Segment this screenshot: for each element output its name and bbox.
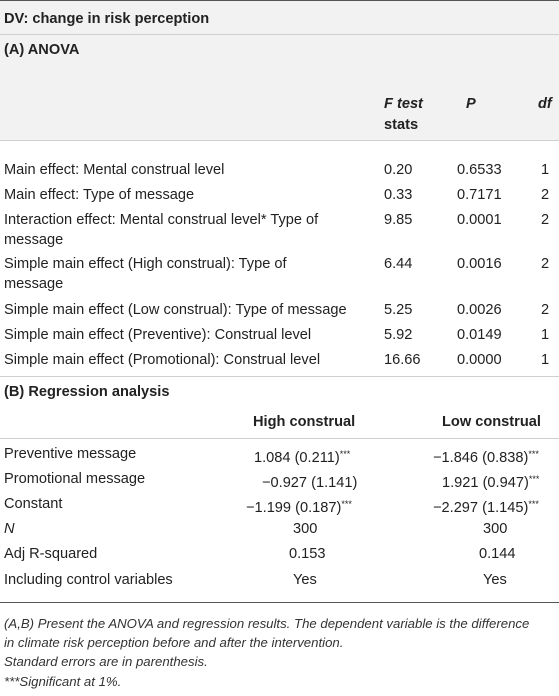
p-value: 0.7171 <box>457 187 502 203</box>
row-label: Main effect: Type of message <box>4 187 195 203</box>
low-value: 300 <box>483 521 508 537</box>
row-label: Interaction effect: Mental construal lev… <box>4 212 319 228</box>
df-value: 1 <box>541 162 550 178</box>
high-value: 300 <box>293 521 318 537</box>
sig-marker: *** <box>528 474 540 484</box>
low-value: −1.846 (0.838)*** <box>433 444 539 468</box>
df-value: 1 <box>541 327 550 343</box>
row-label: Preventive message <box>4 446 137 462</box>
low-coef: 1.921 (0.947) <box>442 475 529 491</box>
row-label-cont: message <box>4 232 64 248</box>
col-header-f-line1: F test <box>384 96 423 112</box>
low-value: Yes <box>483 572 507 588</box>
f-value: 0.20 <box>384 162 413 178</box>
high-coef: −0.927 (1.141) <box>262 475 358 491</box>
df-value: 2 <box>541 187 550 203</box>
row-label-cont: message <box>4 276 64 292</box>
df-value: 2 <box>541 256 550 272</box>
high-value: 0.153 <box>289 546 326 562</box>
row-label: Constant <box>4 496 63 512</box>
footnote-line: (A,B) Present the ANOVA and regression r… <box>4 616 530 631</box>
row-label: N <box>4 521 15 537</box>
col-header-f-line2: stats <box>384 117 419 133</box>
footnote-line: ***Significant at 1%. <box>4 674 122 689</box>
p-value: 0.0026 <box>457 302 502 318</box>
p-value: 0.0149 <box>457 327 502 343</box>
df-value: 2 <box>541 212 550 228</box>
high-coef: 1.084 (0.211) <box>254 450 340 466</box>
col-header-high: High construal <box>253 414 356 430</box>
bottom-rule <box>0 602 559 603</box>
footnote-line: in climate risk perception before and af… <box>4 635 344 650</box>
row-label: Simple main effect (Preventive): Constru… <box>4 327 312 343</box>
row-label: Main effect: Mental construal level <box>4 162 225 178</box>
row-label: Simple main effect (Promotional): Constr… <box>4 352 321 368</box>
col-header-p: P <box>466 96 476 112</box>
high-value: −1.199 (0.187)*** <box>246 494 352 518</box>
divider <box>0 438 559 439</box>
table-title: DV: change in risk perception <box>4 11 210 27</box>
f-value: 9.85 <box>384 212 413 228</box>
high-coef: −1.199 (0.187) <box>246 500 342 516</box>
row-label: Including control variables <box>4 572 173 588</box>
f-value: 16.66 <box>384 352 421 368</box>
divider <box>0 376 559 377</box>
sig-marker: *** <box>528 449 539 459</box>
anova-heading: (A) ANOVA <box>4 42 80 58</box>
col-header-low: Low construal <box>442 414 541 430</box>
low-value: 0.144 <box>479 546 516 562</box>
low-value: −2.297 (1.145)*** <box>433 494 539 518</box>
low-coef: −2.297 (1.145) <box>433 500 529 516</box>
row-label: Simple main effect (Low construal): Type… <box>4 302 347 318</box>
col-header-f: F test <box>384 94 423 114</box>
low-coef: −1.846 (0.838) <box>433 450 529 466</box>
divider <box>0 140 559 141</box>
row-label: Promotional message <box>4 471 146 487</box>
sig-marker: *** <box>528 499 539 509</box>
p-value: 0.0016 <box>457 256 502 272</box>
f-value: 5.25 <box>384 302 413 318</box>
anova-header-band <box>0 0 559 140</box>
footnote-line: Standard errors are in parenthesis. <box>4 654 208 669</box>
sig-marker: *** <box>341 499 352 509</box>
f-value: 5.92 <box>384 327 413 343</box>
df-value: 2 <box>541 302 550 318</box>
top-rule <box>0 0 559 1</box>
f-value: 0.33 <box>384 187 413 203</box>
high-value: Yes <box>293 572 317 588</box>
high-value: 1.084 (0.211)*** <box>254 444 350 468</box>
row-label: Simple main effect (High construal): Typ… <box>4 256 287 272</box>
df-value: 1 <box>541 352 550 368</box>
sig-marker: *** <box>339 449 351 459</box>
row-label: Adj R-squared <box>4 546 98 562</box>
col-header-df: df <box>538 96 552 112</box>
f-value: 6.44 <box>384 256 413 272</box>
low-value: 1.921 (0.947)*** <box>442 469 539 493</box>
divider <box>0 34 559 35</box>
p-value: 0.6533 <box>457 162 502 178</box>
regression-heading: (B) Regression analysis <box>4 384 170 400</box>
p-value: 0.0001 <box>457 212 502 228</box>
high-value: −0.927 (1.141) <box>262 469 357 493</box>
p-value: 0.0000 <box>457 352 502 368</box>
